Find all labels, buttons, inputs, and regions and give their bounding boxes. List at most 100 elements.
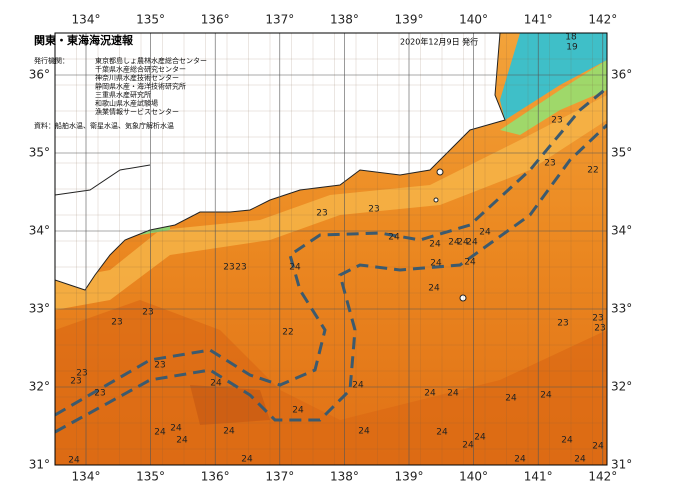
lat-label: 31°	[29, 458, 50, 472]
contour-label: 24	[430, 259, 442, 269]
contour-label: 23	[316, 209, 327, 219]
contour-label: 24	[352, 381, 364, 391]
current-axis	[55, 86, 607, 417]
island	[433, 197, 439, 203]
issuer-label: 発行機関：	[34, 56, 69, 65]
lon-label: 138°	[330, 13, 359, 27]
current-edge	[55, 123, 607, 434]
lat-label: 33°	[29, 302, 50, 316]
frame	[54, 32, 608, 466]
lon-label: 139°	[395, 13, 424, 27]
source: 資料：船舶水温、衛星水温、気象庁解析水温	[34, 121, 174, 130]
island	[459, 294, 467, 302]
contour-label: 19	[566, 43, 578, 53]
contour-label: 24	[505, 394, 517, 404]
lon-label: 137°	[265, 13, 294, 27]
contour-label: 24	[289, 263, 301, 273]
issuer: 三重県水産研究所	[95, 90, 151, 99]
contour-label: 23	[368, 205, 379, 215]
sea-cold	[500, 33, 607, 120]
lat-label: 34°	[611, 224, 632, 238]
contour-label: 24	[479, 228, 491, 238]
contour-label: 23	[592, 314, 603, 324]
contour-label: 23	[235, 263, 246, 273]
lon-label: 140°	[459, 470, 488, 484]
contour-label: 23	[551, 116, 562, 126]
lat-label: 36°	[611, 68, 632, 82]
contour-label: 24	[474, 433, 486, 443]
contour-label: 24	[170, 424, 182, 434]
contour-label: 24	[210, 379, 222, 389]
contour-label: 24	[223, 427, 235, 437]
lat-label: 32°	[611, 380, 632, 394]
contour-label: 18	[565, 33, 577, 43]
contour-label: 23	[544, 159, 555, 169]
issuer: 神奈川県水産技術センター	[95, 73, 179, 82]
contour-label: 23	[94, 389, 105, 399]
contour-label: 24	[154, 428, 166, 438]
contour-label: 24	[592, 442, 604, 452]
sea-warm	[55, 300, 607, 465]
contour-label: 24	[462, 441, 474, 451]
contour-label: 23	[111, 318, 122, 328]
lon-label: 139°	[395, 470, 424, 484]
lon-label: 141°	[524, 470, 553, 484]
contour-label: 24	[429, 240, 441, 250]
contour-label: 24	[574, 455, 586, 465]
lon-label: 137°	[265, 470, 294, 484]
issuer: 静岡県水産・海洋技術研究所	[95, 82, 186, 91]
issuer-list: 東京都島しょ農林水産総合センター千葉県水産総合研究センター神奈川県水産技術センタ…	[95, 56, 207, 116]
contour-label: 23	[557, 319, 568, 329]
lon-label: 134°	[72, 470, 101, 484]
contour-label: 24	[358, 427, 370, 437]
contour-label: 23	[594, 324, 605, 334]
lat-label: 32°	[29, 380, 50, 394]
contour-label: 24	[457, 238, 469, 248]
contour-label: 24	[176, 436, 188, 446]
contour-label: 24	[561, 436, 573, 446]
contour-label: 24	[514, 455, 526, 465]
title: 関東・東海海況速報	[34, 33, 134, 47]
lon-label: 136°	[201, 13, 230, 27]
issuer: 和歌山県水産試験場	[95, 99, 158, 108]
grid	[55, 33, 607, 465]
contour-label: 24	[292, 406, 304, 416]
contour-label: 24	[464, 258, 476, 268]
contour-label: 24	[436, 428, 448, 438]
contour-label: 23	[76, 369, 87, 379]
lat-label: 33°	[611, 302, 632, 316]
lon-label: 135°	[136, 13, 165, 27]
lon-label: 138°	[330, 470, 359, 484]
contour-label: 23	[154, 361, 165, 371]
contour-label: 24	[388, 233, 400, 243]
issue-date: 2020年12月9日 発行	[400, 37, 478, 47]
lat-label: 34°	[29, 224, 50, 238]
sea-cool	[500, 60, 607, 135]
lat-label: 35°	[29, 146, 50, 160]
lon-label: 141°	[524, 13, 553, 27]
lon-label: 142°	[588, 13, 617, 27]
lon-label: 134°	[72, 13, 101, 27]
lon-label: 142°	[588, 470, 617, 484]
contour-label: 23	[142, 308, 153, 318]
contour-label: 24	[540, 391, 552, 401]
contour-label: 22	[587, 166, 598, 176]
lat-label: 31°	[611, 458, 632, 472]
contour-label: 23	[70, 377, 81, 387]
lon-label: 136°	[201, 470, 230, 484]
issuer: 千葉県水産総合研究センター	[95, 65, 186, 74]
contour-label: 24	[424, 389, 436, 399]
lon-label: 140°	[459, 13, 488, 27]
axis-labels: 134° 134° 135° 135° 136° 136° 137° 137° 138° 138°…	[29, 13, 633, 484]
contour-label: 24	[241, 455, 253, 465]
issuer: 東京都島しょ農林水産総合センター	[95, 56, 207, 65]
issuer: 漁業情報サービスセンター	[95, 107, 179, 116]
coastline	[55, 33, 506, 291]
island	[436, 168, 444, 176]
coastline	[55, 164, 151, 196]
contour-label: 23	[223, 263, 234, 273]
lon-label: 135°	[136, 470, 165, 484]
